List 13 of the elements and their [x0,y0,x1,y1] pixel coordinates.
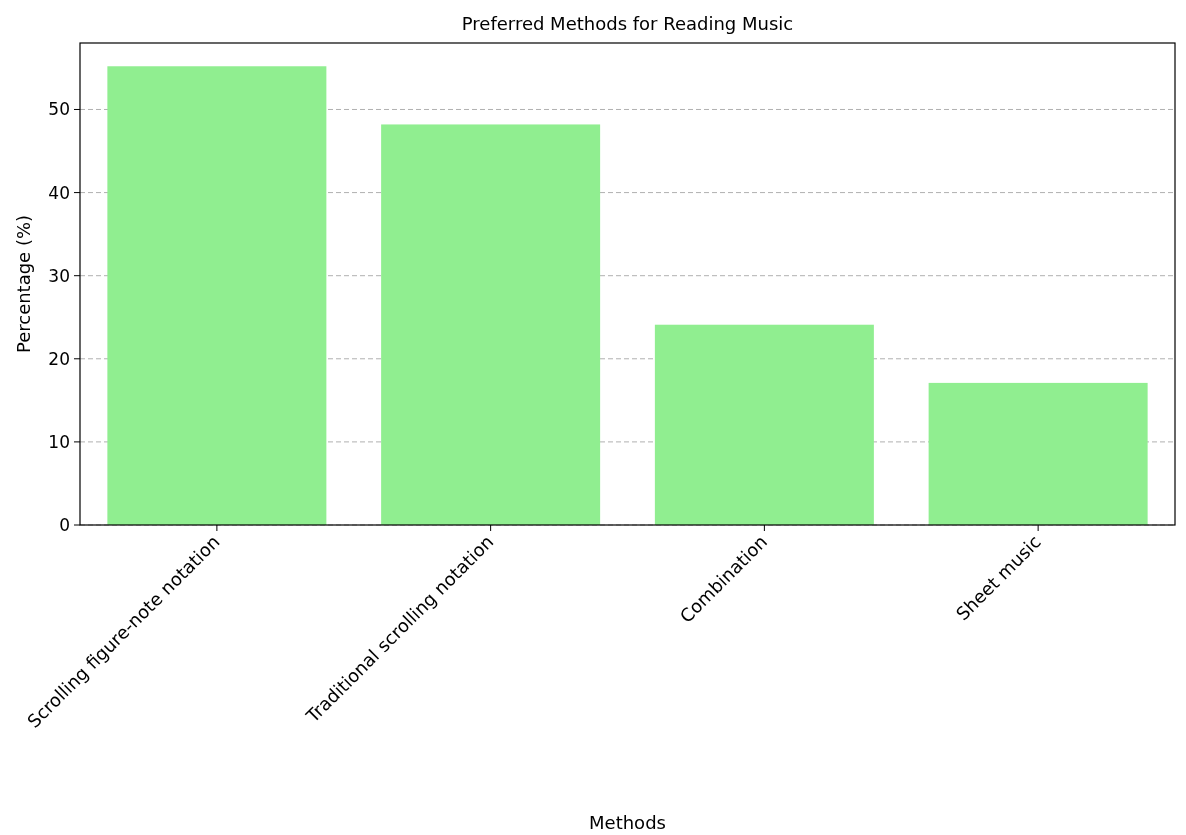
chart-title: Preferred Methods for Reading Music [461,13,794,34]
bar [381,124,601,525]
y-tick-label: 20 [48,348,70,369]
y-tick-label: 0 [59,514,70,535]
x-axis-title: Methods [589,812,666,833]
y-tick-label: 40 [48,182,70,203]
bar [107,66,327,525]
y-axis-title: Percentage (%) [13,214,34,354]
bar [654,324,874,525]
bar [928,382,1148,525]
y-tick-label: 30 [48,265,70,286]
y-tick-label: 10 [48,431,70,452]
y-tick-label: 50 [48,99,70,120]
